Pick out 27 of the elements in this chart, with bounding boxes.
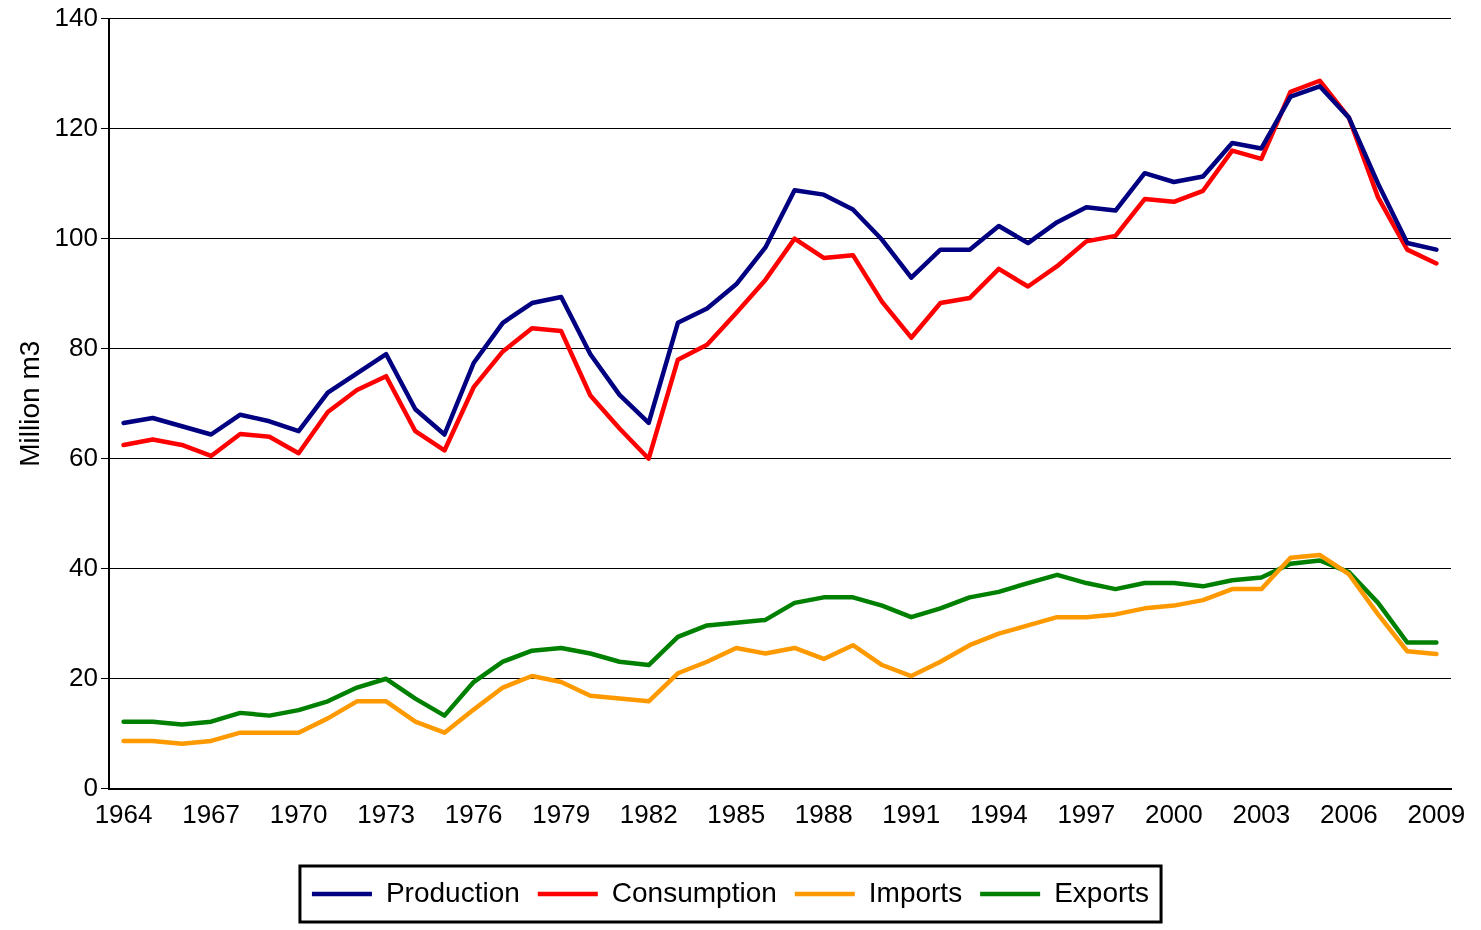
x-tick-label: 2000 bbox=[1144, 798, 1203, 829]
x-tick-label: 2009 bbox=[1407, 798, 1466, 829]
x-tick-label: 1991 bbox=[882, 798, 941, 829]
legend-label: Imports bbox=[868, 876, 963, 908]
x-tick-label: 1970 bbox=[269, 798, 328, 829]
legend-label: Exports bbox=[1054, 876, 1150, 908]
x-tick-label: 1985 bbox=[707, 798, 766, 829]
y-tick-label: 20 bbox=[69, 661, 98, 692]
x-tick-label: 1994 bbox=[969, 798, 1028, 829]
x-tick-label: 2003 bbox=[1232, 798, 1291, 829]
legend-label: Consumption bbox=[611, 876, 777, 908]
x-tick-label: 1967 bbox=[182, 798, 241, 829]
y-tick-label: 120 bbox=[54, 111, 98, 142]
y-axis-title: Million m3 bbox=[13, 340, 45, 467]
y-tick-label: 60 bbox=[69, 441, 98, 472]
x-tick-label: 1979 bbox=[532, 798, 591, 829]
x-tick-label: 1976 bbox=[444, 798, 503, 829]
legend-label: Production bbox=[385, 876, 520, 908]
x-tick-label: 1997 bbox=[1057, 798, 1116, 829]
y-tick-label: 80 bbox=[69, 331, 98, 362]
x-tick-label: 1988 bbox=[794, 798, 853, 829]
y-tick-label: 40 bbox=[69, 551, 98, 582]
y-tick-label: 100 bbox=[54, 221, 98, 252]
y-tick-label: 140 bbox=[54, 1, 98, 32]
x-tick-label: 1982 bbox=[619, 798, 678, 829]
x-tick-label: 1973 bbox=[357, 798, 416, 829]
x-tick-label: 2006 bbox=[1319, 798, 1378, 829]
